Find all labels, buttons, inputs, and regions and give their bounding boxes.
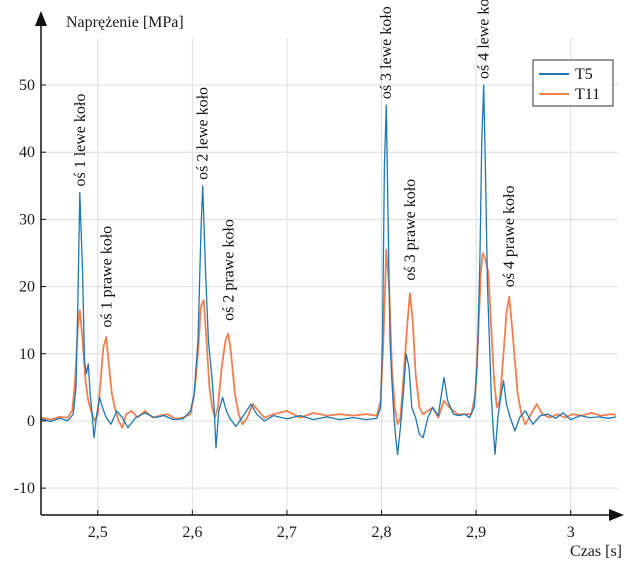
peak-annotation: oś 4 prawe koło (501, 186, 518, 288)
y-tick-label: -10 (14, 480, 35, 497)
y-tick-label: 50 (19, 77, 35, 94)
peak-annotation: oś 2 prawe koło (220, 219, 237, 321)
series-line-t11 (40, 248, 617, 429)
y-tick-label: 40 (19, 144, 35, 161)
y-tick-label: 0 (27, 413, 35, 430)
x-tick-label: 2,6 (182, 524, 202, 541)
peak-annotation: oś 2 lewe koło (195, 87, 212, 180)
axes: 2,5 2,6 2,7 2,8 2,9 3 -10 0 10 20 30 40 50 (14, 11, 624, 541)
peak-annotation: oś 4 lewe koło (476, 0, 493, 79)
peak-annotation: oś 1 prawe koło (98, 226, 115, 328)
x-tick-label: 2,5 (88, 524, 108, 541)
peak-annotation: oś 1 lewe koło (72, 94, 89, 187)
legend-label-t11: T11 (575, 86, 600, 103)
peak-annotation: oś 3 lewe koło (378, 6, 395, 99)
series-layer (40, 84, 617, 456)
x-axis-arrow (609, 509, 624, 521)
y-axis-label: Naprężenie [MPa] (66, 14, 184, 31)
x-tick-label: 2,8 (372, 524, 392, 541)
x-tick-label: 3 (567, 524, 575, 541)
y-tick-label: 20 (19, 279, 35, 296)
peak-annotation: oś 3 prawe koło (402, 179, 419, 281)
y-tick-label: 30 (19, 211, 35, 228)
x-axis-label: Czas [s] (570, 543, 622, 560)
x-tick-label: 2,7 (277, 524, 297, 541)
y-axis-arrow (35, 11, 47, 26)
series-line-t5 (40, 84, 617, 456)
y-tick-label: 10 (19, 346, 35, 363)
legend-box (532, 59, 614, 107)
annotations: oś 1 lewe koło oś 1 prawe koło oś 2 lewe k… (72, 0, 518, 328)
legend-label-t5: T5 (575, 66, 593, 83)
x-tick-label: 2,9 (466, 524, 486, 541)
grid (41, 38, 618, 515)
